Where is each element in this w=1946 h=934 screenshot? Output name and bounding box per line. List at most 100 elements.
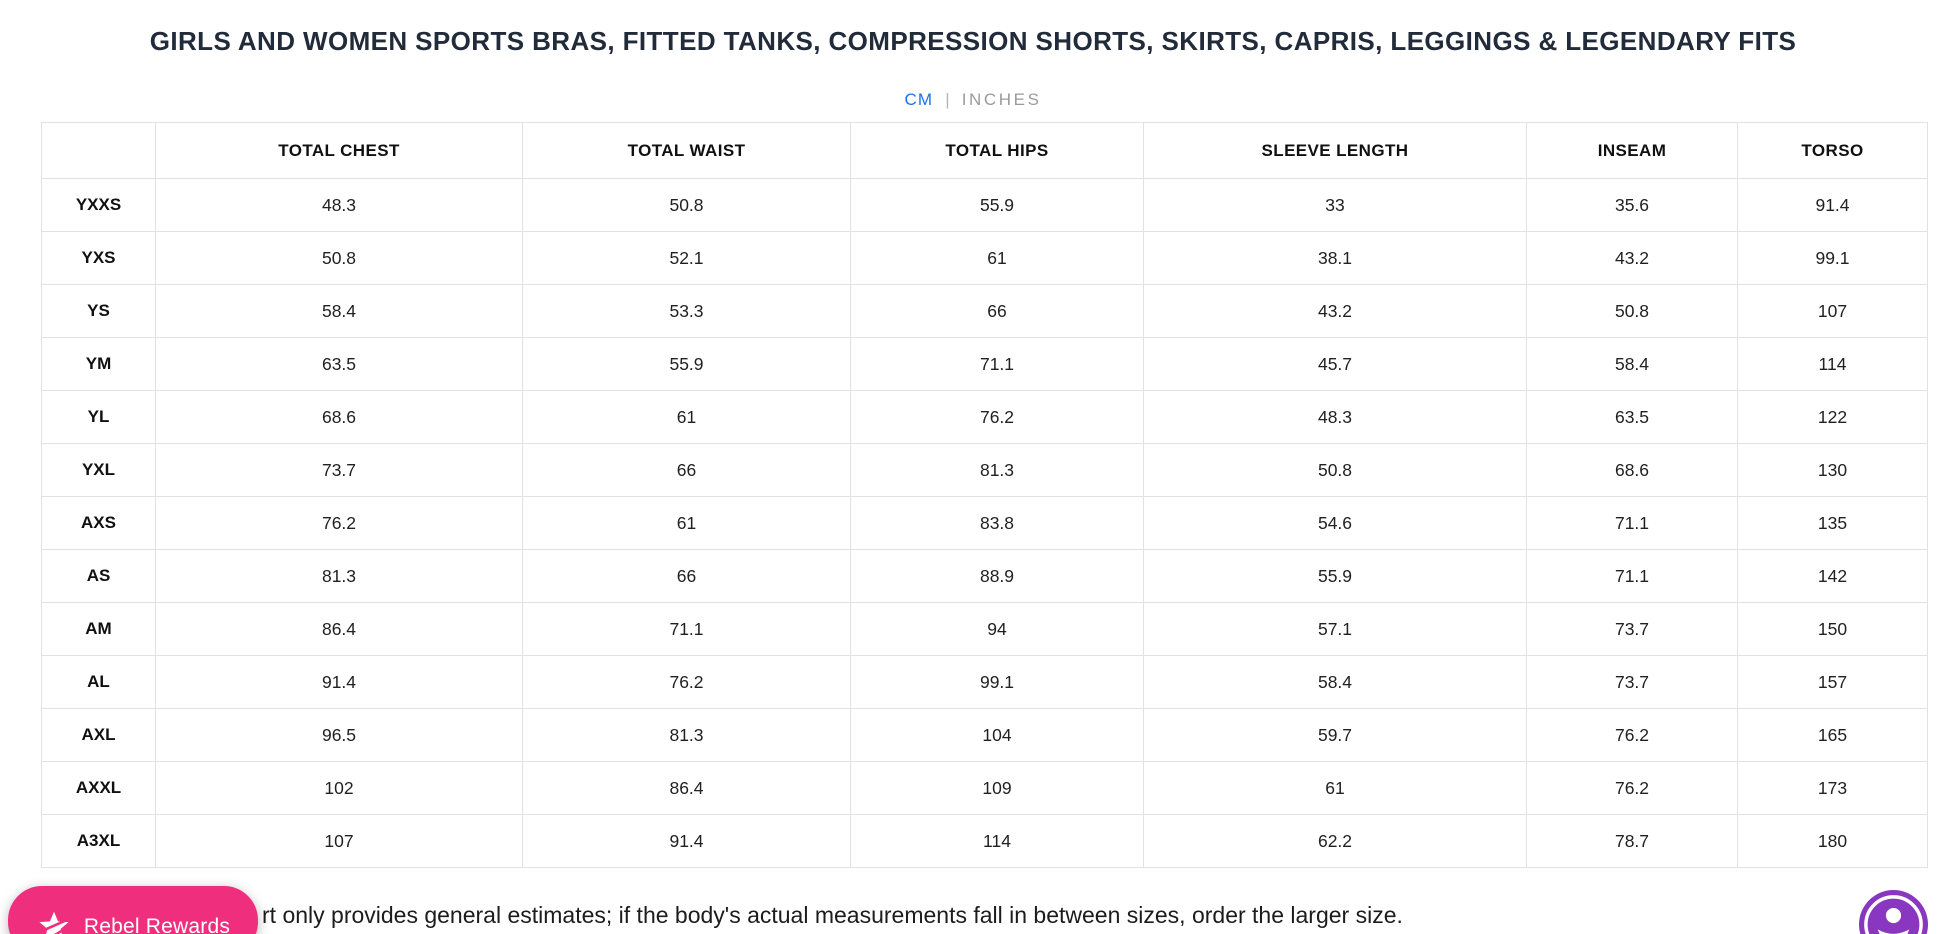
- size-label: AL: [41, 655, 156, 709]
- measurement-cell: 50.8: [1143, 443, 1527, 497]
- measurement-cell: 38.1: [1143, 231, 1527, 285]
- measurement-cell: 114: [850, 814, 1144, 868]
- measurement-cell: 91.4: [1737, 178, 1928, 232]
- measurement-cell: 66: [850, 284, 1144, 338]
- measurement-cell: 88.9: [850, 549, 1144, 603]
- size-label: YM: [41, 337, 156, 391]
- measurement-cell: 68.6: [1526, 443, 1738, 497]
- measurement-cell: 107: [1737, 284, 1928, 338]
- unit-option-inches[interactable]: INCHES: [961, 90, 1042, 109]
- size-label: AXS: [41, 496, 156, 550]
- measurement-cell: 63.5: [155, 337, 523, 391]
- measurement-cell: 81.3: [522, 708, 851, 762]
- size-label: AXL: [41, 708, 156, 762]
- measurement-cell: 61: [1143, 761, 1527, 815]
- measurement-cell: 73.7: [1526, 655, 1738, 709]
- measurement-cell: 96.5: [155, 708, 523, 762]
- measurement-cell: 76.2: [1526, 761, 1738, 815]
- measurement-cell: 52.1: [522, 231, 851, 285]
- measurement-cell: 102: [155, 761, 523, 815]
- measurement-cell: 55.9: [1143, 549, 1527, 603]
- measurement-cell: 71.1: [1526, 496, 1738, 550]
- page-title: GIRLS AND WOMEN SPORTS BRAS, FITTED TANK…: [149, 26, 1797, 56]
- measurement-cell: 130: [1737, 443, 1928, 497]
- measurement-cell: 165: [1737, 708, 1928, 762]
- table-row: YXS 50.8 52.1 61 38.1 43.2 99.1: [41, 231, 1928, 285]
- size-label: YXL: [41, 443, 156, 497]
- size-label: YS: [41, 284, 156, 338]
- measurement-cell: 81.3: [850, 443, 1144, 497]
- measurement-cell: 173: [1737, 761, 1928, 815]
- measurement-cell: 62.2: [1143, 814, 1527, 868]
- measurement-cell: 43.2: [1143, 284, 1527, 338]
- measurement-cell: 135: [1737, 496, 1928, 550]
- measurement-cell: 48.3: [155, 178, 523, 232]
- size-label: AM: [41, 602, 156, 656]
- measurement-cell: 61: [522, 496, 851, 550]
- measurement-cell: 35.6: [1526, 178, 1738, 232]
- size-label: YXS: [41, 231, 156, 285]
- unit-option-cm[interactable]: CM: [904, 90, 934, 109]
- measurement-cell: 58.4: [155, 284, 523, 338]
- measurement-cell: 86.4: [155, 602, 523, 656]
- measurement-cell: 180: [1737, 814, 1928, 868]
- rebel-star-icon: [36, 902, 72, 934]
- measurement-cell: 61: [522, 390, 851, 444]
- size-label: AS: [41, 549, 156, 603]
- measurement-cell: 48.3: [1143, 390, 1527, 444]
- table-row: YM 63.5 55.9 71.1 45.7 58.4 114: [41, 337, 1928, 391]
- measurement-cell: 76.2: [850, 390, 1144, 444]
- measurement-cell: 107: [155, 814, 523, 868]
- measurement-cell: 104: [850, 708, 1144, 762]
- table-header-row: TOTAL CHEST TOTAL WAIST TOTAL HIPS SLEEVE L…: [41, 122, 1928, 179]
- rebel-rewards-label: Rebel Rewards: [83, 915, 231, 934]
- size-chart-table: TOTAL CHEST TOTAL WAIST TOTAL HIPS SLEEVE L…: [41, 122, 1928, 868]
- measurement-cell: 66: [522, 443, 851, 497]
- table-row: AS 81.3 66 88.9 55.9 71.1 142: [41, 549, 1928, 603]
- measurement-cell: 61: [850, 231, 1144, 285]
- measurement-column-header: INSEAM: [1526, 122, 1738, 179]
- measurement-cell: 58.4: [1143, 655, 1527, 709]
- accessibility-widget-button[interactable]: [1859, 890, 1928, 934]
- table-row: YS 58.4 53.3 66 43.2 50.8 107: [41, 284, 1928, 338]
- measurement-column-header: TOTAL WAIST: [522, 122, 851, 179]
- measurement-cell: 59.7: [1143, 708, 1527, 762]
- measurement-cell: 43.2: [1526, 231, 1738, 285]
- unit-toggle: CM | INCHES: [0, 90, 1946, 110]
- measurement-cell: 91.4: [522, 814, 851, 868]
- rebel-rewards-button[interactable]: Rebel Rewards: [8, 886, 258, 934]
- measurement-cell: 57.1: [1143, 602, 1527, 656]
- measurement-cell: 71.1: [1526, 549, 1738, 603]
- table-row: YL 68.6 61 76.2 48.3 63.5 122: [41, 390, 1928, 444]
- measurement-cell: 114: [1737, 337, 1928, 391]
- measurement-cell: 76.2: [155, 496, 523, 550]
- measurement-cell: 99.1: [850, 655, 1144, 709]
- size-label: YXXS: [41, 178, 156, 232]
- measurement-cell: 68.6: [155, 390, 523, 444]
- measurement-column-header: TOTAL HIPS: [850, 122, 1144, 179]
- table-row: AXL 96.5 81.3 104 59.7 76.2 165: [41, 708, 1928, 762]
- measurement-cell: 66: [522, 549, 851, 603]
- measurement-cell: 157: [1737, 655, 1928, 709]
- measurement-column-header: SLEEVE LENGTH: [1143, 122, 1527, 179]
- table-row: YXXS 48.3 50.8 55.9 33 35.6 91.4: [41, 178, 1928, 232]
- size-label: A3XL: [41, 814, 156, 868]
- measurement-cell: 50.8: [522, 178, 851, 232]
- measurement-cell: 83.8: [850, 496, 1144, 550]
- measurement-cell: 150: [1737, 602, 1928, 656]
- table-row: YXL 73.7 66 81.3 50.8 68.6 130: [41, 443, 1928, 497]
- measurement-cell: 58.4: [1526, 337, 1738, 391]
- table-row: AL 91.4 76.2 99.1 58.4 73.7 157: [41, 655, 1928, 709]
- measurement-cell: 99.1: [1737, 231, 1928, 285]
- measurement-cell: 76.2: [1526, 708, 1738, 762]
- measurement-cell: 122: [1737, 390, 1928, 444]
- measurement-cell: 50.8: [155, 231, 523, 285]
- measurement-cell: 91.4: [155, 655, 523, 709]
- measurement-cell: 33: [1143, 178, 1527, 232]
- measurement-cell: 78.7: [1526, 814, 1738, 868]
- measurement-column-header: TORSO: [1737, 122, 1928, 179]
- size-label: YL: [41, 390, 156, 444]
- table-row: AM 86.4 71.1 94 57.1 73.7 150: [41, 602, 1928, 656]
- measurement-cell: 45.7: [1143, 337, 1527, 391]
- measurement-cell: 142: [1737, 549, 1928, 603]
